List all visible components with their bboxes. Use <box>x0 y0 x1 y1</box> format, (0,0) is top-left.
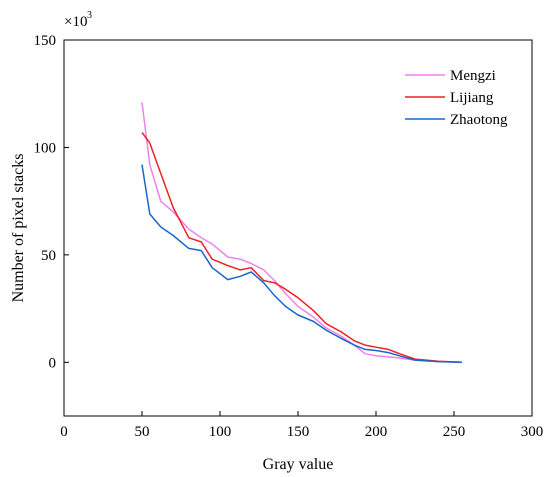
y-tick-label: 50 <box>41 248 56 264</box>
x-axis: 0 50 100 150 200 250 300 <box>60 411 543 440</box>
y-axis: 0 50 100 150 <box>34 33 69 371</box>
x-tick-label: 0 <box>60 424 68 440</box>
legend-label: Mengzi <box>450 68 496 84</box>
y-tick-label: 150 <box>34 33 57 49</box>
legend-label: Lijiang <box>450 90 494 106</box>
y-multiplier-exp: 3 <box>87 10 92 21</box>
x-tick-label: 150 <box>287 424 310 440</box>
legend-label: Zhaotong <box>450 112 508 128</box>
x-tick-label: 300 <box>521 424 544 440</box>
series-line-mengzi <box>141 102 462 364</box>
x-tick-label: 200 <box>365 424 388 440</box>
series-layer <box>141 102 462 364</box>
series-line-zhaotong <box>141 164 462 364</box>
y-tick-label: 0 <box>49 355 57 371</box>
x-tick-label: 50 <box>135 424 150 440</box>
x-axis-label: Gray value <box>263 456 334 473</box>
series-line-lijiang <box>141 131 462 364</box>
y-axis-label: Number of pixel stacks <box>10 154 27 303</box>
x-tick-label: 100 <box>209 424 232 440</box>
y-tick-label: 100 <box>34 140 57 156</box>
x-tick-label: 250 <box>443 424 466 440</box>
y-multiplier-base: ×10 <box>64 14 87 30</box>
legend: Mengzi Lijiang Zhaotong <box>405 68 508 128</box>
